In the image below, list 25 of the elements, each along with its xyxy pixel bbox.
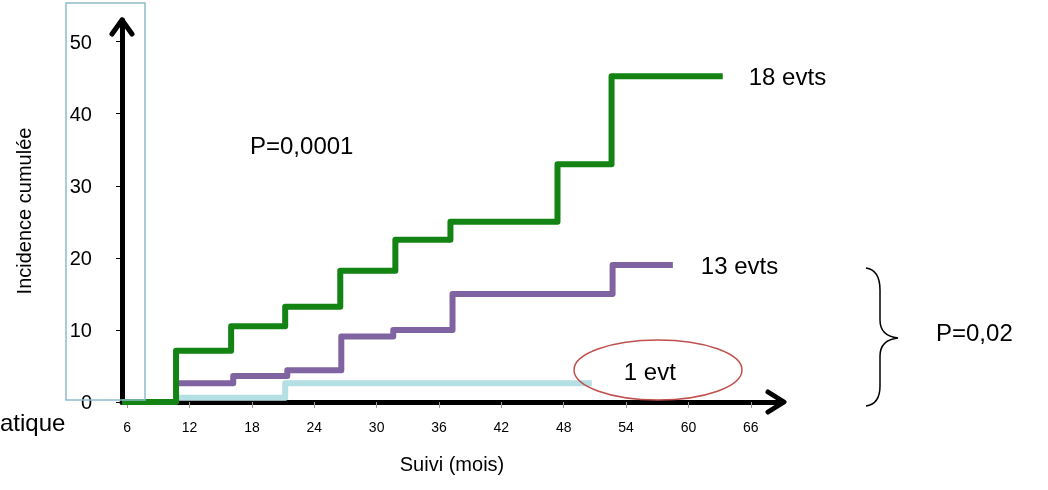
x-tick-label: 30 (368, 419, 385, 435)
x-tick-label: 42 (493, 419, 510, 435)
series-label: 1 evt (623, 357, 677, 385)
y-tick-label: 10 (69, 318, 92, 341)
x-tick-label: 60 (680, 419, 697, 435)
y-tick-label: 40 (69, 102, 92, 125)
y-tick-label: 0 (80, 391, 92, 413)
x-tick-label: 24 (306, 419, 323, 435)
y-tick-label: 50 (69, 30, 92, 53)
x-tick-label: 54 (618, 419, 635, 435)
x-tick-label: 18 (244, 419, 260, 435)
x-axis-title: Suivi (mois) (399, 453, 505, 475)
x-tick-label: 36 (431, 419, 447, 435)
y-tick-label: 30 (69, 174, 92, 197)
series-label: 13 evts (700, 251, 779, 279)
y-axis-title: Incidence cumulée (13, 127, 35, 295)
x-tick-label: 12 (181, 419, 198, 435)
annotation: P=0,0001 (250, 131, 354, 159)
series-label: 18 evts (748, 62, 827, 90)
x-tick-label: 66 (743, 419, 759, 435)
text: P=0,02 (936, 318, 1013, 346)
x-tick-label: 6 (123, 419, 132, 435)
text: atique (0, 408, 66, 436)
y-tick-label: 20 (69, 246, 92, 269)
x-tick-label: 48 (555, 419, 572, 435)
